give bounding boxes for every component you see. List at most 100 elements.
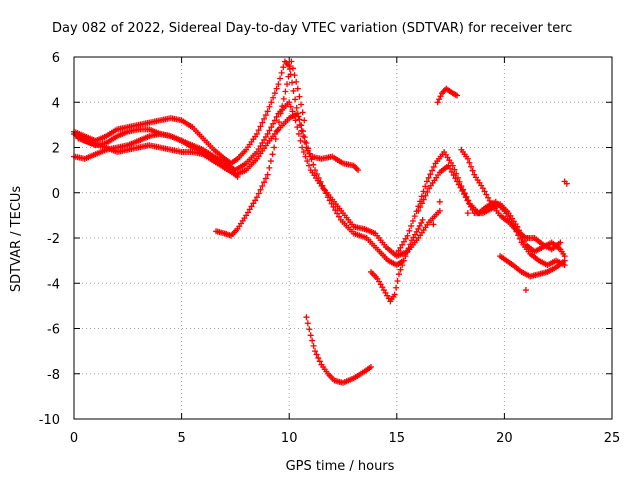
data-point-marker [466,200,473,207]
data-point-marker [355,167,362,174]
data-point-marker [309,337,316,344]
data-point-marker [447,165,454,172]
y-tick-label: -10 [39,413,60,428]
data-point-marker [455,181,462,188]
data-point-marker [292,96,299,103]
data-point-marker [277,75,284,82]
series-track-g [367,216,426,305]
y-tick-label: -6 [47,323,60,338]
data-point-marker [468,163,475,170]
data-point-marker [299,109,306,116]
data-point-marker [294,85,301,92]
data-point-marker [246,206,253,213]
data-point-marker [275,119,282,126]
data-point-marker [244,209,251,216]
data-point-marker [415,207,422,214]
data-point-marker [486,197,493,204]
data-point-marker [294,124,301,131]
data-point-marker [257,123,264,130]
data-point-marker [483,191,490,198]
data-point-marker [298,101,305,108]
data-point-marker [302,153,309,160]
data-point-marker [272,136,279,143]
data-point-marker [264,130,271,137]
data-point-marker [259,182,266,189]
data-point-marker [304,320,311,327]
series-track-e [213,58,308,239]
data-point-marker [469,167,476,174]
data-point-marker [253,194,260,201]
data-point-marker [400,238,407,245]
data-point-marker [315,174,322,181]
chart-title: Day 082 of 2022, Sidereal Day-to-day VTE… [52,21,572,36]
plot-frame [73,56,613,420]
data-point-marker [415,225,422,232]
data-point-marker [422,183,429,190]
data-point-marker [308,156,315,163]
data-point-marker [466,159,473,166]
data-point-marker [324,194,331,201]
data-point-marker [267,158,274,165]
data-point-marker [279,103,286,110]
data-point-marker [298,122,305,129]
data-point-marker [278,69,285,76]
data-point-marker [299,144,306,151]
data-point-marker [400,257,407,264]
data-point-marker [411,213,418,220]
data-point-marker [454,92,461,99]
data-point-marker [271,117,278,124]
data-point-marker [469,206,476,213]
data-point-marker [391,291,398,298]
data-point-marker [259,139,266,146]
data-point-marker [301,134,308,141]
data-point-marker [436,198,443,205]
series-track-a [71,58,362,174]
data-point-marker [289,79,296,86]
data-point-marker [402,253,409,260]
data-point-marker [257,186,264,193]
data-point-marker [399,241,406,248]
data-point-marker [307,332,314,339]
data-point-marker [266,103,273,110]
data-point-marker [287,103,294,110]
data-point-marker [393,284,400,291]
series-track-i [415,162,568,260]
data-point-marker [430,163,437,170]
data-point-marker [299,128,306,135]
data-point-marker [319,182,326,189]
data-point-marker [282,88,289,95]
data-point-marker [448,168,455,175]
x-tick-label: 25 [604,431,621,446]
data-point-marker [262,133,269,140]
data-point-marker [294,110,301,117]
data-point-marker [313,171,320,178]
data-point-marker [305,145,312,152]
data-point-marker [268,99,275,106]
data-point-marker [409,218,416,225]
data-point-marker [271,144,278,151]
data-point-marker [286,99,293,106]
data-point-marker [460,191,467,198]
data-point-marker [315,354,322,361]
data-point-marker [416,222,423,229]
series-track-m [430,178,570,294]
data-point-marker [266,127,273,134]
data-point-marker [336,213,343,220]
data-point-marker [422,192,429,199]
data-point-marker [262,112,269,119]
series-track-k [497,253,568,280]
data-point-marker [464,210,471,217]
data-point-marker [404,232,411,239]
x-tick-label: 5 [177,431,185,446]
x-tick-label: 0 [70,431,78,446]
data-point-marker [262,175,269,182]
data-point-marker [395,271,402,278]
data-point-marker [436,96,443,103]
data-point-marker [261,115,268,122]
data-point-marker [464,197,471,204]
data-point-marker [317,178,324,185]
data-point-marker [407,241,414,248]
data-point-marker [300,149,307,156]
data-point-marker [425,174,432,181]
